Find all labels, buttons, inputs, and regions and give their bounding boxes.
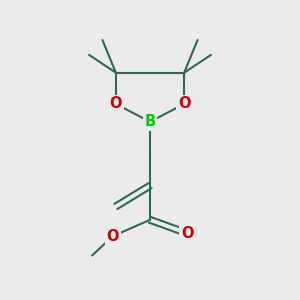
Text: O: O: [181, 226, 194, 241]
Text: O: O: [110, 96, 122, 111]
Text: O: O: [178, 96, 190, 111]
Text: B: B: [144, 114, 156, 129]
Text: O: O: [106, 229, 119, 244]
